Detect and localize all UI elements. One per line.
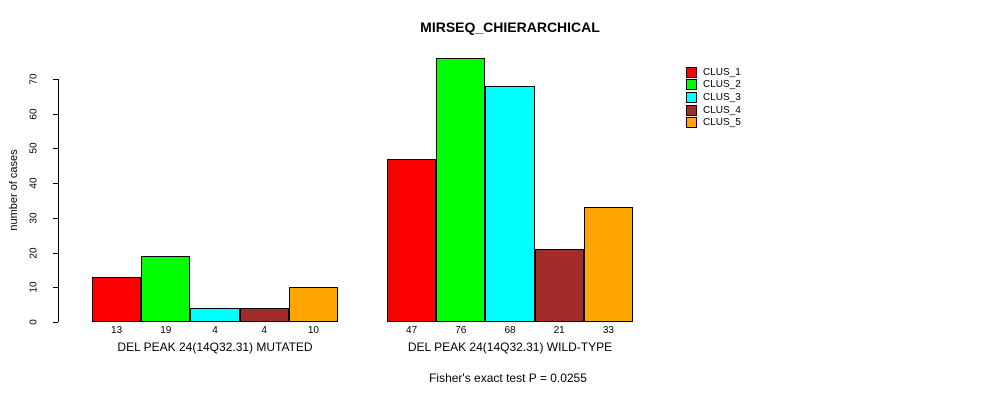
legend-label: CLUS_1 bbox=[703, 66, 741, 78]
bar-clus_5-group1 bbox=[288, 287, 338, 322]
legend-label: CLUS_4 bbox=[703, 104, 741, 116]
y-tick-label: 0 bbox=[28, 319, 40, 325]
bar-value-label: 4 bbox=[261, 325, 267, 336]
y-tick-label: 40 bbox=[28, 177, 40, 189]
legend-item-clus_5: CLUS_5 bbox=[686, 116, 741, 129]
legend-swatch bbox=[686, 66, 697, 78]
chart-title: MIRSEQ_CHIERARCHICAL bbox=[420, 19, 600, 35]
bar-value-label: 47 bbox=[406, 325, 418, 336]
bar-value-label: 13 bbox=[111, 325, 123, 336]
bar-value-label: 76 bbox=[455, 325, 467, 336]
stat-test-caption: Fisher's exact test P = 0.0255 bbox=[429, 371, 587, 385]
y-tick-mark bbox=[53, 148, 58, 150]
bar-value-label: 33 bbox=[602, 325, 614, 336]
legend-item-clus_1: CLUS_1 bbox=[686, 66, 741, 79]
y-axis-line bbox=[58, 79, 59, 322]
legend-item-clus_3: CLUS_3 bbox=[686, 91, 741, 104]
bar-clus_1-group1 bbox=[92, 276, 142, 322]
legend: CLUS_1 CLUS_2 CLUS_3 CLUS_4 CLUS_5 bbox=[686, 66, 741, 129]
bar-value-label: 68 bbox=[504, 325, 516, 336]
bar-value-label: 21 bbox=[553, 325, 565, 336]
legend-label: CLUS_3 bbox=[703, 91, 741, 103]
bar-clus_4-group2 bbox=[534, 249, 584, 322]
bar-clus_3-group2 bbox=[485, 85, 535, 322]
bar-clus_4-group1 bbox=[239, 308, 289, 322]
bar-clus_2-group2 bbox=[436, 58, 486, 322]
legend-label: CLUS_2 bbox=[703, 79, 741, 91]
bar-clus_2-group1 bbox=[141, 256, 191, 322]
bar-clus_3-group1 bbox=[190, 308, 240, 322]
y-tick-mark bbox=[53, 79, 58, 80]
legend-item-clus_4: CLUS_4 bbox=[686, 104, 741, 117]
y-tick-label: 30 bbox=[28, 212, 40, 224]
y-tick-mark bbox=[53, 113, 58, 115]
bar-value-label: 10 bbox=[307, 325, 319, 336]
bar-value-label: 19 bbox=[160, 325, 172, 336]
legend-swatch bbox=[686, 79, 697, 91]
y-tick-mark bbox=[53, 322, 58, 323]
legend-item-clus_2: CLUS_2 bbox=[686, 79, 741, 92]
y-tick-label: 10 bbox=[28, 281, 40, 293]
bar-value-label: 4 bbox=[212, 325, 218, 336]
legend-swatch bbox=[686, 91, 697, 103]
legend-label: CLUS_5 bbox=[703, 117, 741, 129]
y-tick-mark bbox=[53, 252, 58, 254]
bar-clus_1-group2 bbox=[387, 158, 437, 322]
y-tick-label: 70 bbox=[28, 73, 40, 85]
y-tick-label: 60 bbox=[28, 108, 40, 120]
y-tick-label: 20 bbox=[28, 247, 40, 259]
legend-swatch bbox=[686, 104, 697, 116]
legend-swatch bbox=[686, 117, 697, 129]
y-tick-mark bbox=[53, 217, 58, 219]
y-tick-mark bbox=[53, 287, 58, 289]
group-label: DEL PEAK 24(14Q32.31) WILD-TYPE bbox=[407, 340, 613, 354]
y-tick-mark bbox=[53, 183, 58, 185]
y-tick-label: 50 bbox=[28, 142, 40, 154]
bar-clus_5-group2 bbox=[583, 207, 633, 322]
y-axis-label: number of cases bbox=[8, 149, 20, 231]
group-label: DEL PEAK 24(14Q32.31) MUTATED bbox=[117, 340, 313, 354]
